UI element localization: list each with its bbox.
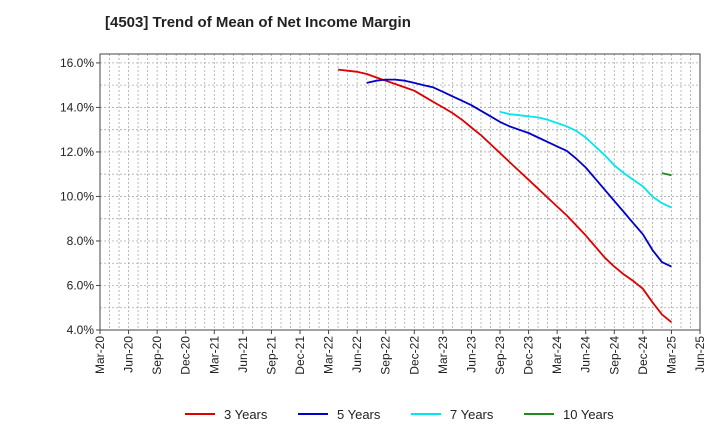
x-tick-label: Mar-24	[550, 336, 564, 374]
x-tick-label: Jun-23	[464, 336, 478, 373]
series-line-4	[661, 172, 672, 177]
y-tick-label: 16.0%	[60, 56, 94, 70]
x-tick-label: Sep-22	[379, 336, 393, 375]
x-tick-label: Dec-22	[407, 336, 421, 375]
x-tick-label: Dec-23	[522, 336, 536, 375]
x-tick-label: Jun-22	[350, 336, 364, 373]
y-tick-label: 10.0%	[60, 189, 94, 203]
chart-title: [4503] Trend of Mean of Net Income Margi…	[105, 14, 411, 31]
series-line-2	[366, 78, 672, 268]
x-tick-label: Sep-24	[607, 336, 621, 375]
x-tick-label: Jun-20	[122, 336, 136, 373]
x-tick-label: Sep-23	[493, 336, 507, 375]
series-line-1	[337, 68, 672, 323]
y-tick-label: 8.0%	[67, 234, 95, 248]
y-tick-label: 14.0%	[60, 100, 94, 114]
x-tick-label: Mar-22	[322, 336, 336, 374]
series-line-3	[499, 111, 672, 209]
x-tick-label: Sep-20	[150, 336, 164, 375]
x-tick-label: Mar-25	[664, 336, 678, 374]
y-tick-label: 4.0%	[67, 323, 95, 337]
x-tick-label: Dec-20	[179, 336, 193, 375]
x-tick-label: Mar-20	[93, 336, 107, 374]
legend-label-4: 10 Years	[563, 407, 614, 422]
plot-frame	[99, 53, 701, 331]
x-tick-label: Mar-21	[207, 336, 221, 374]
y-tick-label: 6.0%	[67, 278, 95, 292]
x-tick-label: Mar-23	[436, 336, 450, 374]
legend-label-3: 7 Years	[450, 407, 494, 422]
x-tick-label: Dec-24	[636, 336, 650, 375]
legend-label-1: 3 Years	[224, 407, 268, 422]
x-tick-label: Jun-24	[579, 336, 593, 373]
legend-label-2: 5 Years	[337, 407, 381, 422]
x-tick-label: Dec-21	[293, 336, 307, 375]
x-tick-label: Jun-21	[236, 336, 250, 373]
x-tick-label: Jun-25	[693, 336, 707, 373]
x-tick-label: Sep-21	[264, 336, 278, 375]
y-tick-label: 12.0%	[60, 145, 94, 159]
